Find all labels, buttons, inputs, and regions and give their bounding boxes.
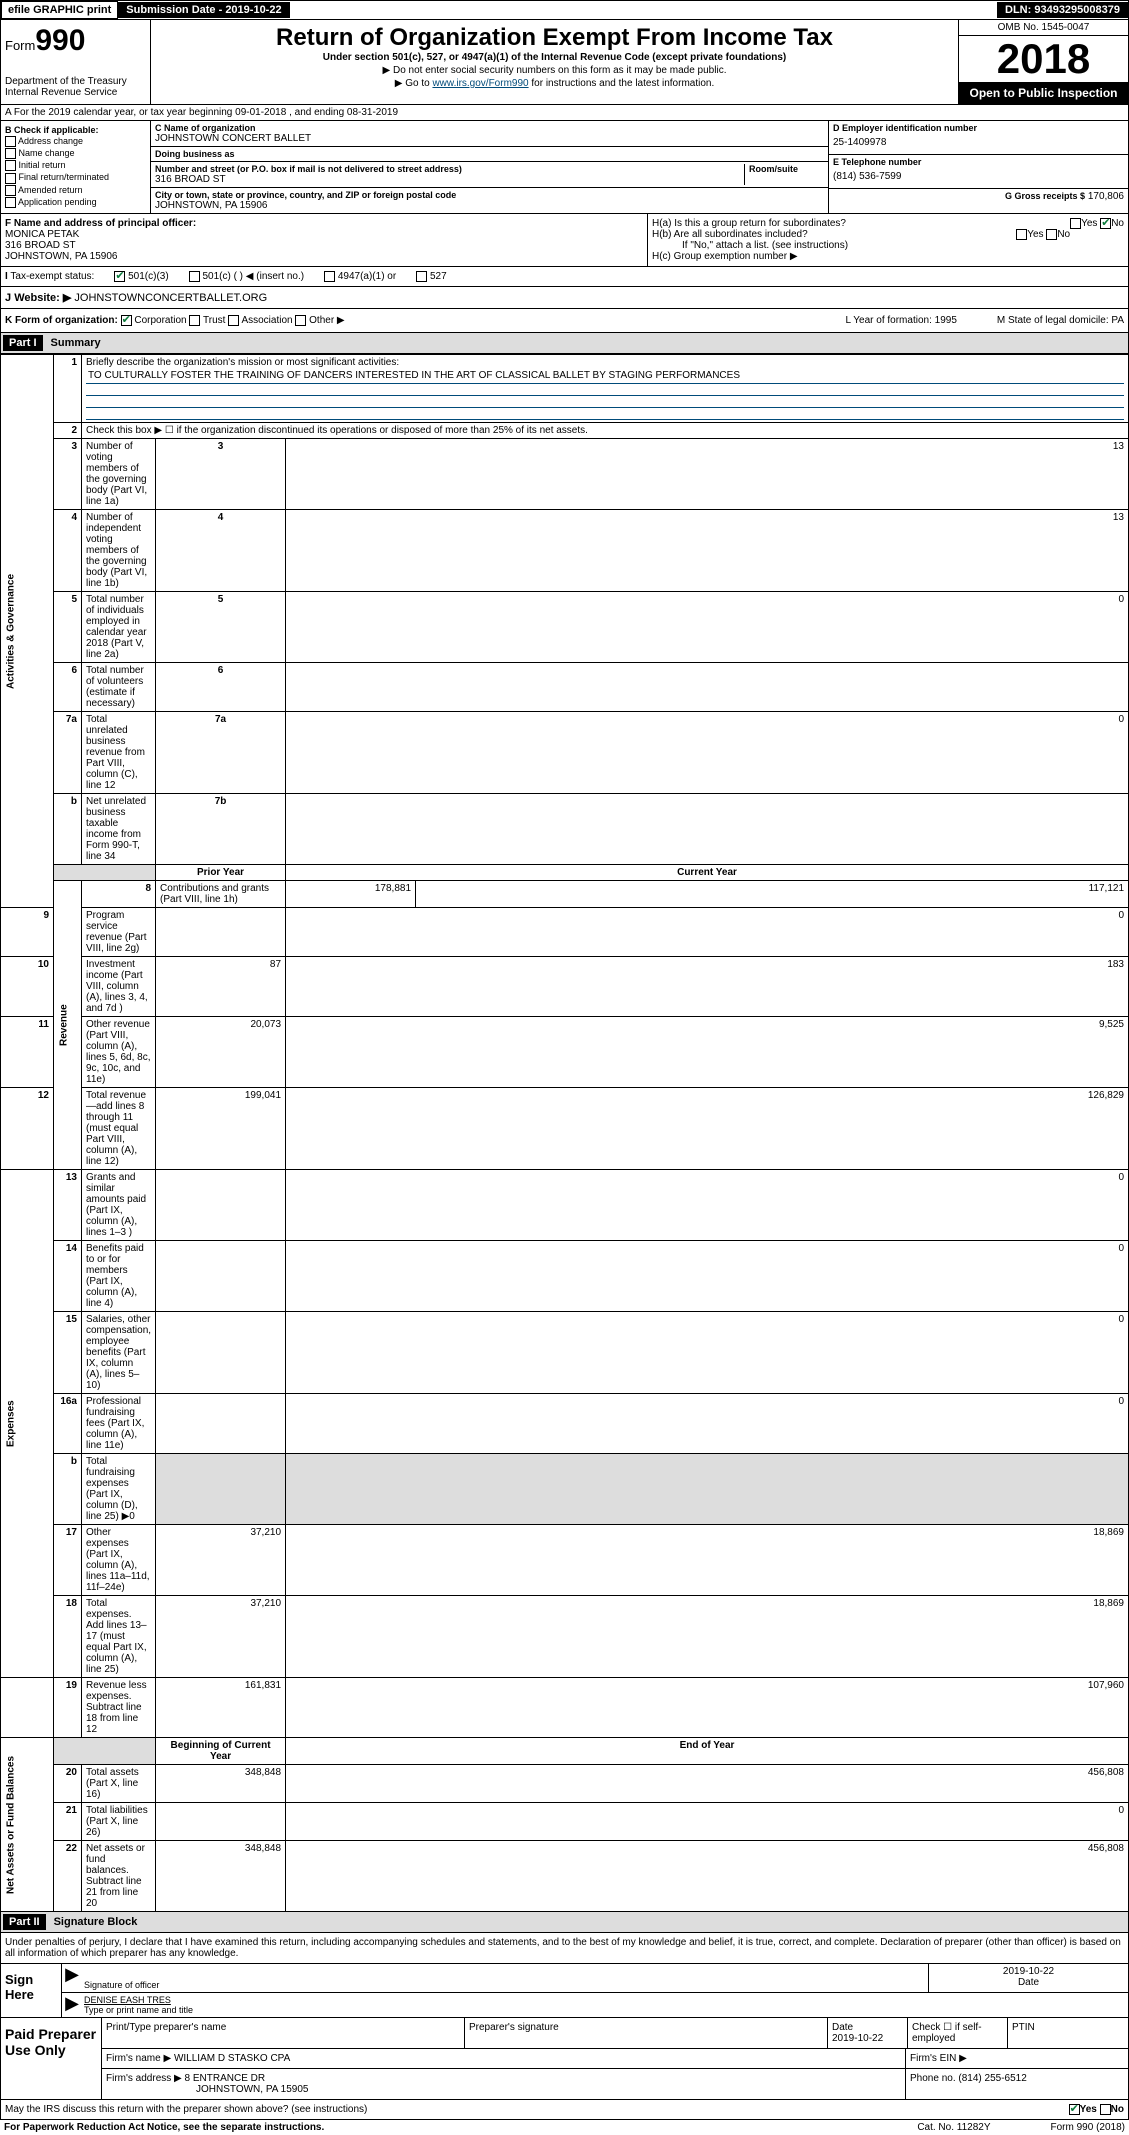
paid-preparer-label: Paid Preparer Use Only xyxy=(1,2018,101,2099)
klm-row: K Form of organization: Corporation Trus… xyxy=(0,309,1129,333)
vlabel-expenses: Expenses xyxy=(1,1170,54,1678)
vlabel-revenue: Revenue xyxy=(54,881,82,1170)
tax-year: 2018 xyxy=(959,36,1128,82)
check-self-employed[interactable]: Check ☐ if self-employed xyxy=(908,2018,1008,2048)
org-name-label: C Name of organization xyxy=(155,123,824,133)
efile-print-button[interactable]: efile GRAPHIC print xyxy=(1,1,118,19)
firm-address: 8 ENTRANCE DR xyxy=(185,2073,266,2084)
ein: 25-1409978 xyxy=(833,133,1124,152)
form-note1: ▶ Do not enter social security numbers o… xyxy=(155,65,954,76)
principal-officer-label: F Name and address of principal officer: xyxy=(5,218,643,229)
col-b-header: B Check if applicable: xyxy=(5,125,146,135)
discuss-row: May the IRS discuss this return with the… xyxy=(0,2100,1129,2120)
hc-row: H(c) Group exemption number ▶ xyxy=(652,251,1124,262)
check-501c[interactable] xyxy=(189,271,200,282)
signature-block: Under penalties of perjury, I declare th… xyxy=(0,1933,1129,2018)
check-trust[interactable] xyxy=(189,315,200,326)
form-note2: ▶ Go to www.irs.gov/Form990 for instruct… xyxy=(155,78,954,89)
officer-name: MONICA PETAK xyxy=(5,229,643,240)
entity-block: B Check if applicable: Address change Na… xyxy=(0,121,1129,214)
form-subtitle: Under section 501(c), 527, or 4947(a)(1)… xyxy=(155,52,954,63)
ptin-label: PTIN xyxy=(1008,2018,1128,2048)
city: JOHNSTOWN, PA 15906 xyxy=(155,200,824,211)
street-label: Number and street (or P.O. box if mail i… xyxy=(155,164,744,174)
arrow-icon: ▶ xyxy=(62,1993,82,2017)
footer: For Paperwork Reduction Act Notice, see … xyxy=(0,2120,1129,2135)
check-527[interactable] xyxy=(416,271,427,282)
tel-label: E Telephone number xyxy=(833,157,1124,167)
tax-status-row: I Tax-exempt status: 501(c)(3) 501(c) ( … xyxy=(0,267,1129,287)
website-row: J Website: ▶ JOHNSTOWNCONCERTBALLET.ORG xyxy=(0,287,1129,309)
officer-addr2: JOHNSTOWN, PA 15906 xyxy=(5,251,643,262)
ha-row: H(a) Is this a group return for subordin… xyxy=(652,218,1124,229)
check-discuss-no[interactable] xyxy=(1100,2104,1111,2115)
section-a: A For the 2019 calendar year, or tax yea… xyxy=(0,105,1129,121)
city-label: City or town, state or province, country… xyxy=(155,190,824,200)
officer-typed-name: DENISE EASH TRES xyxy=(84,1995,1126,2005)
check-assoc[interactable] xyxy=(228,315,239,326)
hb-row: H(b) Are all subordinates included? Yes … xyxy=(652,229,1124,240)
form-number: Form990 xyxy=(5,24,146,58)
vlabel-netassets: Net Assets or Fund Balances xyxy=(1,1738,54,1912)
arrow-icon: ▶ xyxy=(62,1964,82,1992)
part1-header: Part ISummary xyxy=(0,333,1129,354)
submission-date: Submission Date - 2019-10-22 xyxy=(118,2,289,18)
ein-label: D Employer identification number xyxy=(833,123,1124,133)
prep-date: 2019-10-22 xyxy=(832,2033,883,2044)
irs-link[interactable]: www.irs.gov/Form990 xyxy=(432,78,528,89)
state-domicile: M State of legal domicile: PA xyxy=(997,315,1124,326)
firm-phone: (814) 255-6512 xyxy=(958,2073,1026,2084)
declaration-text: Under penalties of perjury, I declare th… xyxy=(1,1933,1128,1963)
part2-header: Part IISignature Block xyxy=(0,1912,1129,1933)
sign-here-label: Sign Here xyxy=(1,1964,61,2017)
check-final-return[interactable]: Final return/terminated xyxy=(5,172,146,183)
street: 316 BROAD ST xyxy=(155,174,744,185)
vlabel-governance: Activities & Governance xyxy=(1,355,54,908)
mission-text: TO CULTURALLY FOSTER THE TRAINING OF DAN… xyxy=(86,368,1124,384)
prep-name-label: Print/Type preparer's name xyxy=(102,2018,465,2048)
date-label: Date xyxy=(931,1977,1126,1988)
type-name-label: Type or print name and title xyxy=(84,2005,1126,2015)
form-title: Return of Organization Exempt From Incom… xyxy=(155,24,954,52)
summary-table: Activities & Governance 1 Briefly descri… xyxy=(0,354,1129,1912)
check-amended[interactable]: Amended return xyxy=(5,185,146,196)
hb-note: If "No," attach a list. (see instruction… xyxy=(652,240,1124,251)
gross-label: G Gross receipts $ xyxy=(1005,191,1085,201)
room-label: Room/suite xyxy=(749,164,824,174)
check-initial-return[interactable]: Initial return xyxy=(5,160,146,171)
check-discuss-yes[interactable] xyxy=(1069,2104,1080,2115)
officer-addr1: 316 BROAD ST xyxy=(5,240,643,251)
check-address-change[interactable]: Address change xyxy=(5,136,146,147)
year-formation: L Year of formation: 1995 xyxy=(846,315,957,326)
check-application-pending[interactable]: Application pending xyxy=(5,197,146,208)
gross-receipts: 170,806 xyxy=(1088,191,1124,202)
paid-preparer-block: Paid Preparer Use Only Print/Type prepar… xyxy=(0,2018,1129,2100)
form-ref: Form 990 (2018) xyxy=(1051,2122,1125,2133)
top-bar: efile GRAPHIC print Submission Date - 20… xyxy=(0,0,1129,20)
website: JOHNSTOWNCONCERTBALLET.ORG xyxy=(74,292,267,304)
cat-number: Cat. No. 11282Y xyxy=(917,2122,990,2133)
check-corp[interactable] xyxy=(121,315,132,326)
open-public-badge: Open to Public Inspection xyxy=(959,82,1128,104)
org-name: JOHNSTOWN CONCERT BALLET xyxy=(155,133,824,144)
prep-sig-label: Preparer's signature xyxy=(465,2018,828,2048)
dba-label: Doing business as xyxy=(155,149,824,159)
dln: DLN: 93493295008379 xyxy=(997,2,1128,18)
sig-officer-label: Signature of officer xyxy=(84,1980,926,1990)
check-4947[interactable] xyxy=(324,271,335,282)
omb-number: OMB No. 1545-0047 xyxy=(959,20,1128,36)
department: Department of the Treasury Internal Reve… xyxy=(5,76,146,98)
check-501c3[interactable] xyxy=(114,271,125,282)
form-header: Form990 Department of the Treasury Inter… xyxy=(0,20,1129,105)
firm-ein-label: Firm's EIN ▶ xyxy=(906,2049,1128,2068)
check-name-change[interactable]: Name change xyxy=(5,148,146,159)
fg-row: F Name and address of principal officer:… xyxy=(0,214,1129,267)
firm-name: WILLIAM D STASKO CPA xyxy=(174,2053,290,2064)
check-other[interactable] xyxy=(295,315,306,326)
sig-date: 2019-10-22 xyxy=(931,1966,1126,1977)
tel: (814) 536-7599 xyxy=(833,167,1124,186)
firm-city: JOHNSTOWN, PA 15905 xyxy=(106,2084,308,2095)
